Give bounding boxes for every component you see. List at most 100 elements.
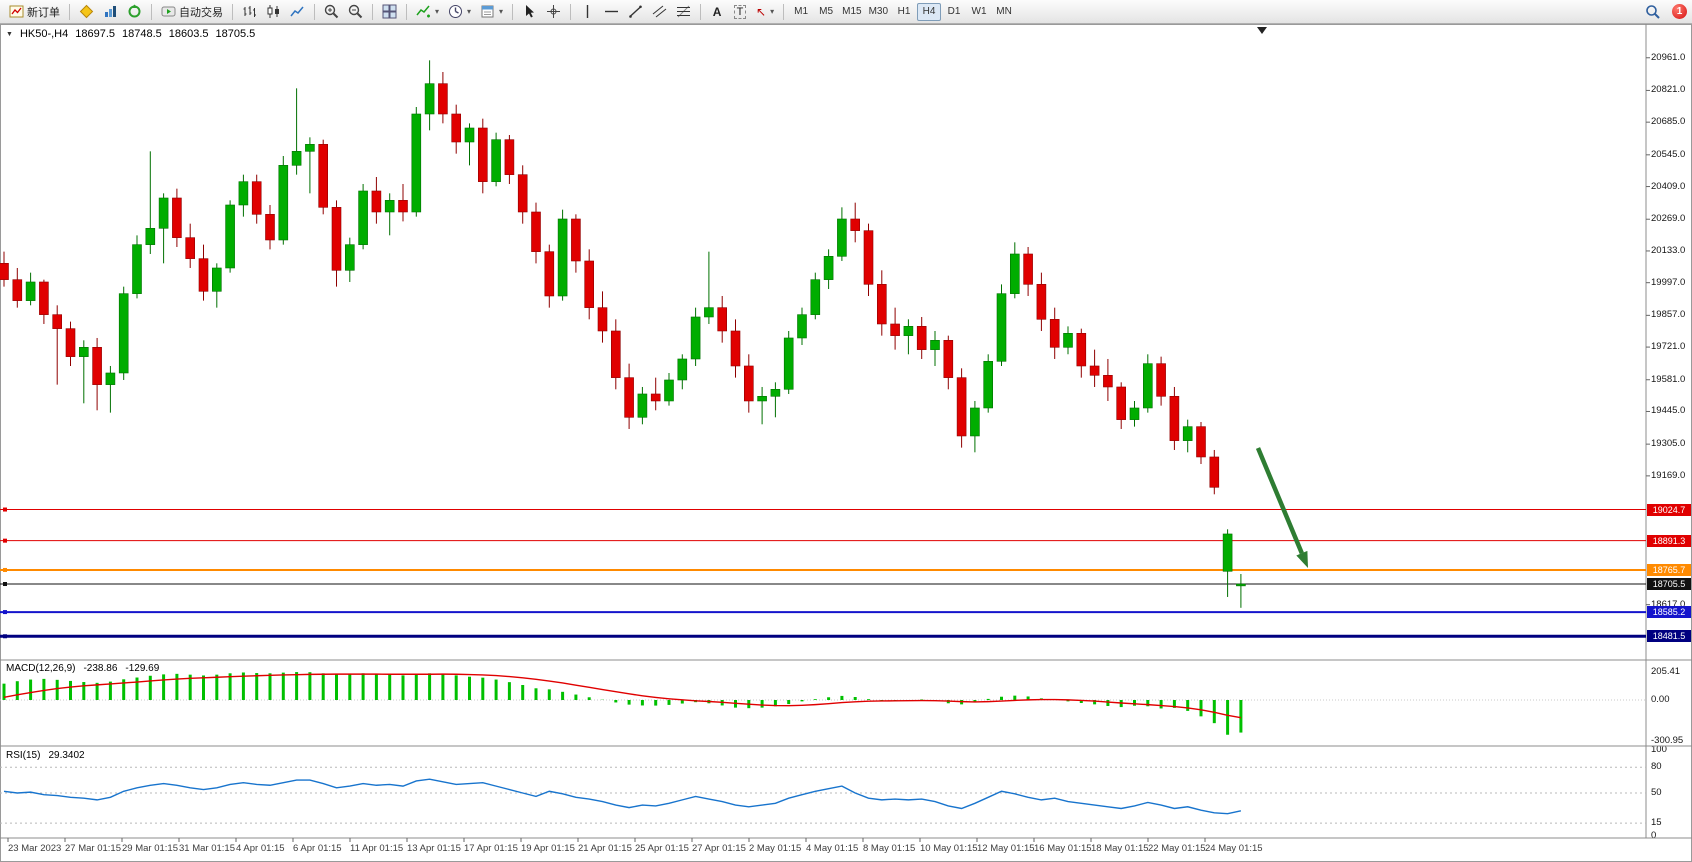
- charts-icon: [105, 6, 116, 17]
- date-label: 21 Apr 01:15: [578, 843, 632, 854]
- timeframe-m1-button[interactable]: M1: [789, 3, 813, 21]
- dropdown-caret: ▾: [467, 7, 472, 16]
- timeframe-h4-button[interactable]: H4: [917, 2, 942, 21]
- metaeditor-icon: [79, 4, 94, 19]
- macd-axis-label: -300.95: [1651, 735, 1684, 746]
- vertical-line-icon: [586, 5, 589, 18]
- new-order-icon: [9, 5, 24, 18]
- tile-windows-icon: [382, 4, 397, 19]
- toolbar-separator: [570, 3, 572, 20]
- date-label: 16 May 01:15: [1034, 843, 1092, 854]
- timeframe-m5-button[interactable]: M5: [814, 3, 838, 21]
- date-label: 27 Mar 01:15: [65, 843, 121, 854]
- rsi-panel: [0, 766, 1646, 824]
- equidistant-channel-button[interactable]: [648, 2, 671, 22]
- price-axis-label: 19857.0: [1651, 309, 1686, 321]
- arrows-button[interactable]: ↖ ▾: [752, 2, 778, 22]
- line-chart-icon: [290, 6, 304, 17]
- crosshair-icon: [547, 5, 561, 18]
- search-icon: [1646, 4, 1660, 19]
- trendline-icon: [629, 5, 642, 18]
- timeframe-w1-button[interactable]: W1: [967, 3, 991, 21]
- date-label: 31 Mar 01:15: [179, 843, 235, 854]
- toolbar-separator: [406, 3, 407, 20]
- periods-clock-icon: [449, 5, 463, 18]
- macd-axis-label: 205.41: [1651, 666, 1681, 677]
- fibonacci-icon: [677, 5, 691, 18]
- price-axis-label: 20961.0: [1651, 51, 1686, 63]
- rsi-axis-label: 80: [1651, 761, 1662, 773]
- rsi-value: 29.3402: [48, 750, 85, 761]
- new-order-label: 新订单: [27, 6, 60, 19]
- price-tag: 18705.5: [1647, 578, 1691, 590]
- date-label: 6 Apr 01:15: [293, 843, 342, 854]
- fibonacci-button[interactable]: [672, 2, 695, 22]
- toolbar-separator: [69, 3, 70, 20]
- toolbar-separator: [783, 3, 785, 20]
- toolbar-separator: [232, 3, 233, 20]
- timeframe-h1-button[interactable]: H1: [892, 3, 916, 21]
- bar-chart-button[interactable]: [238, 2, 261, 22]
- trendline-button[interactable]: [624, 2, 647, 22]
- price-axis-label: 19721.0: [1651, 341, 1686, 353]
- search-button[interactable]: [1641, 2, 1665, 22]
- vertical-line-button[interactable]: [576, 2, 599, 22]
- arrow-tool-glyph: ↖: [756, 4, 767, 19]
- templates-button[interactable]: ▾: [476, 2, 507, 22]
- text-label-button[interactable]: T: [729, 2, 751, 22]
- trend-arrow-annotation[interactable]: [1255, 447, 1308, 568]
- cursor-button[interactable]: [518, 2, 541, 22]
- zoom-out-button[interactable]: [344, 2, 367, 22]
- macd-value-main: -238.86: [83, 663, 118, 674]
- date-label: 22 May 01:15: [1148, 843, 1206, 854]
- autotrading-button[interactable]: 自动交易: [157, 2, 227, 22]
- timeframe-d1-button[interactable]: D1: [942, 3, 966, 21]
- toolbar-separator: [372, 3, 373, 20]
- date-label: 27 Apr 01:15: [692, 843, 746, 854]
- price-axis-label: 19169.0: [1651, 469, 1686, 481]
- collapse-icon: ▼: [6, 30, 13, 38]
- price-axis-label: 20133.0: [1651, 244, 1686, 256]
- price-axis-label: 20409.0: [1651, 180, 1686, 192]
- level-lines: [0, 507, 1646, 639]
- toolbar-separator: [700, 3, 702, 20]
- charts-button[interactable]: [99, 2, 122, 22]
- rsi-label: RSI(15): [6, 750, 41, 761]
- date-label: 10 May 01:15: [920, 843, 978, 854]
- refresh-icon: [128, 4, 141, 18]
- chart-shift-icon[interactable]: [1257, 27, 1267, 34]
- tile-windows-button[interactable]: [378, 2, 401, 22]
- periods-button[interactable]: ▾: [444, 2, 475, 22]
- bar-chart-icon: [243, 6, 256, 17]
- candlestick-chart-button[interactable]: [262, 2, 285, 22]
- timeframe-m15-button[interactable]: M15: [839, 3, 864, 21]
- ohlc-close: 18705.5: [215, 28, 256, 40]
- toolbar-separator: [314, 3, 315, 20]
- price-axis-label: 19581.0: [1651, 373, 1686, 385]
- date-label: 24 May 01:15: [1205, 843, 1263, 854]
- candles: [0, 60, 1246, 608]
- new-order-button[interactable]: 新订单: [5, 2, 64, 22]
- refresh-button[interactable]: [123, 2, 146, 22]
- toolbar-separator: [151, 3, 152, 20]
- timeframe-mn-button[interactable]: MN: [992, 3, 1016, 21]
- line-chart-button[interactable]: [286, 2, 309, 22]
- dropdown-caret: ▾: [770, 7, 775, 16]
- zoom-in-button[interactable]: [320, 2, 343, 22]
- notification-badge[interactable]: 1: [1672, 4, 1687, 19]
- text-button[interactable]: A: [706, 2, 728, 22]
- date-label: 17 Apr 01:15: [464, 843, 518, 854]
- price-tag: 18481.5: [1647, 630, 1691, 643]
- text-tool-glyph: A: [712, 4, 722, 19]
- date-label: 23 Mar 2023: [8, 843, 62, 854]
- date-label: 12 May 01:15: [977, 843, 1035, 854]
- indicators-button[interactable]: ▾: [412, 2, 443, 22]
- metaeditor-button[interactable]: [75, 2, 98, 22]
- chart-frame: [0, 24, 1692, 862]
- horizontal-line-button[interactable]: [600, 2, 623, 22]
- timeframe-m30-button[interactable]: M30: [866, 3, 891, 21]
- date-label: 18 May 01:15: [1091, 843, 1149, 854]
- macd-panel: [0, 672, 1646, 735]
- crosshair-button[interactable]: [542, 2, 565, 22]
